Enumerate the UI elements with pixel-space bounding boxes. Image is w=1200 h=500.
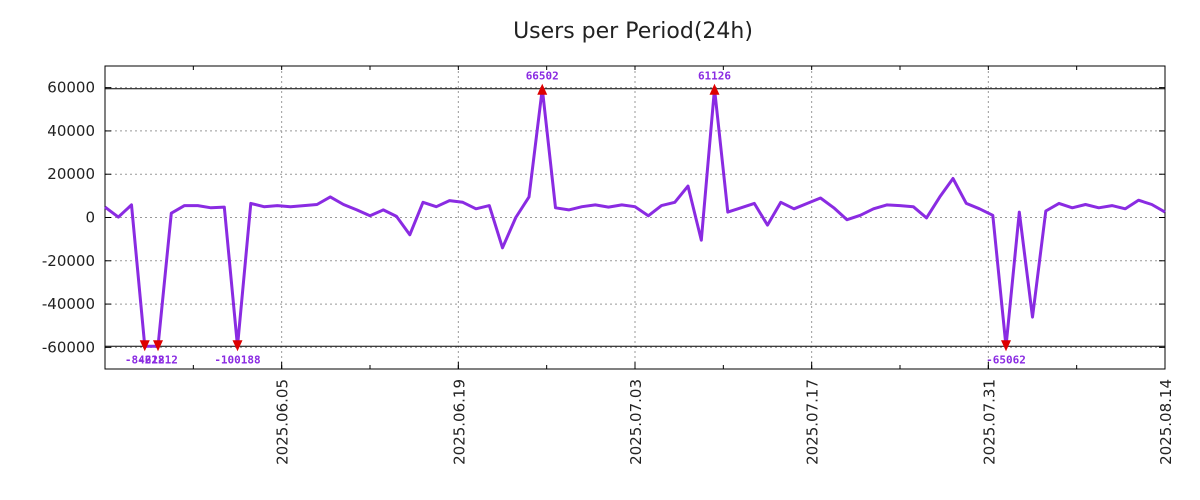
series-line: [104, 87, 1166, 348]
outlier-marker: [709, 83, 720, 95]
x-tick-label: 2025.07.03: [627, 379, 645, 465]
x-tick-label: 2025.06.19: [450, 379, 468, 465]
y-tick-label: 60000: [47, 79, 95, 97]
series-users: [104, 87, 1166, 348]
x-tick-label: 2025.07.31: [980, 379, 998, 465]
outlier-marker: [1001, 340, 1011, 352]
outlier-marker: [139, 340, 150, 352]
outlier-marker: [537, 83, 548, 95]
chart-title: Users per Period(24h): [513, 19, 753, 44]
grid: [105, 66, 1166, 369]
x-axis: 2025.06.05 2025.06.19 2025.07.03 2025.07.17…: [104, 66, 1175, 465]
outlier-label: -61812: [138, 353, 178, 366]
y-tick-label: -40000: [42, 295, 95, 313]
outlier-label: -84222: [125, 353, 165, 366]
outlier-label: -65062: [986, 353, 1026, 366]
x-tick-label: 2025.08.14: [1157, 379, 1175, 465]
x-tick-label: 2025.06.05: [274, 379, 292, 465]
outlier-markers: -84222-61812 -100188 66502 61126 -65062: [125, 70, 1026, 367]
outlier-marker: [153, 340, 163, 352]
outlier-marker: [232, 340, 243, 352]
clip-bands: [105, 88, 1165, 347]
y-tick-label: 40000: [47, 122, 95, 140]
outlier-label: 66502: [526, 70, 559, 83]
outlier-label: -100188: [214, 353, 260, 366]
y-tick-label: 0: [85, 209, 95, 227]
y-tick-label: -60000: [42, 338, 95, 356]
outlier-label: 61126: [698, 70, 731, 83]
y-axis: 60000 40000 20000 0 -20000 -40000 -60000: [42, 79, 1165, 356]
y-tick-label: 20000: [47, 165, 95, 183]
x-tick-label: 2025.07.17: [804, 379, 822, 465]
y-tick-label: -20000: [42, 252, 95, 270]
